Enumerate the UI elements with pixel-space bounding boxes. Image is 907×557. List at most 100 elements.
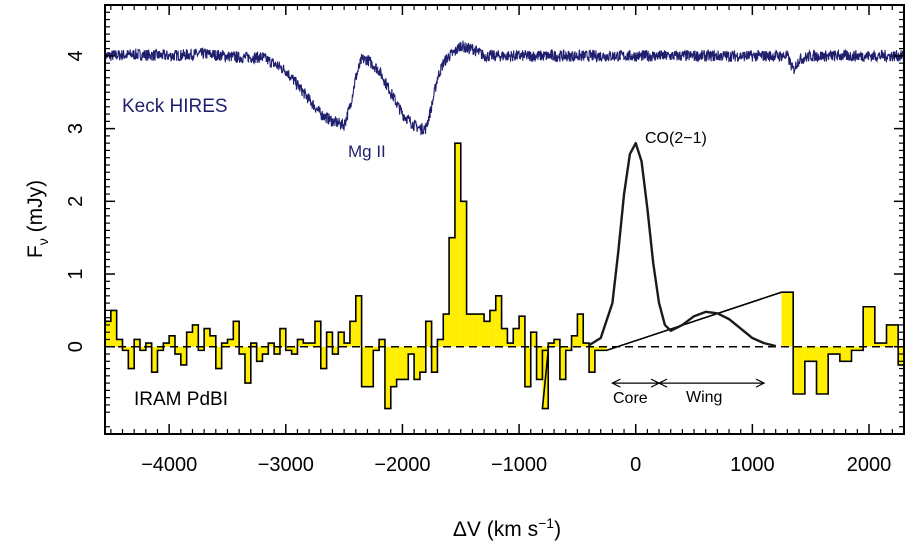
histogram-bar	[851, 346, 864, 351]
histogram-bar	[320, 346, 327, 369]
histogram-bar	[332, 346, 339, 355]
histogram-bar	[804, 346, 817, 362]
histogram-bar	[554, 339, 560, 347]
annotation-layer: Keck HIRES Mg II CO(2−1) IRAM PdBI Core …	[122, 96, 766, 410]
histogram-outline	[105, 142, 904, 410]
y-tick-label: 3	[65, 123, 87, 134]
core-arrow-head-left	[611, 378, 621, 388]
histogram-bar	[367, 346, 374, 387]
histogram-bar	[186, 332, 193, 347]
histogram-bar	[355, 295, 362, 347]
histogram-bar	[373, 346, 380, 351]
histogram-bar	[513, 328, 520, 347]
histogram-bar	[530, 332, 537, 347]
x-tick-label: 0	[630, 454, 641, 476]
axes-layer: −4000 −3000 −2000 −1000 0 1000 2000 0 1 2 3 4	[65, 4, 905, 476]
histogram-bar	[781, 292, 794, 347]
hires-spectrum	[104, 40, 905, 136]
histogram-bar	[309, 343, 315, 347]
histogram-bar	[244, 346, 251, 384]
histogram-bar	[443, 314, 450, 347]
x-axis-label-sup: −1	[538, 515, 554, 531]
histogram-bar	[536, 346, 543, 380]
x-tick-label: −4000	[141, 454, 197, 476]
histogram-bar	[314, 321, 321, 347]
histogram-bar	[297, 339, 304, 347]
histogram-bar	[565, 346, 572, 351]
histogram-bar	[239, 346, 245, 355]
y-axis-label-sub: ν	[35, 238, 51, 245]
keck-hires-label: Keck HIRES	[122, 96, 228, 117]
wing-arrow-head-right	[755, 378, 766, 388]
mgii-label: Mg II	[348, 142, 386, 161]
histogram-bar	[489, 310, 496, 347]
histogram-bar	[507, 343, 514, 347]
histogram-bar	[571, 335, 578, 347]
histogram-bar	[274, 346, 280, 355]
histogram-bar	[192, 324, 199, 347]
x-axis-label-end: )	[554, 518, 561, 541]
histogram-bar	[425, 321, 432, 347]
histogram-bar	[874, 343, 887, 347]
histogram-bar	[379, 339, 385, 347]
histogram-bar	[816, 346, 829, 395]
x-tick-label: −2000	[374, 454, 430, 476]
wing-label: Wing	[686, 389, 722, 406]
histogram-bar	[134, 339, 140, 347]
histogram-bar	[303, 343, 310, 347]
histogram-bar	[227, 339, 234, 347]
histogram-bar	[414, 346, 420, 380]
histogram-bar	[279, 328, 286, 347]
histogram-bar	[501, 328, 508, 347]
histogram-bar	[151, 346, 158, 373]
histogram-bar	[408, 346, 415, 355]
histogram-bar	[209, 335, 216, 347]
histogram-bar	[839, 346, 852, 362]
histogram-bar	[484, 321, 490, 347]
histogram-bar	[898, 346, 904, 365]
y-axis-label-main: F	[24, 245, 47, 258]
histogram-bar	[233, 321, 240, 347]
x-tick-label: −1000	[491, 454, 547, 476]
histogram-bar	[344, 343, 350, 347]
histogram-bar	[338, 332, 345, 347]
histogram-bar	[519, 316, 525, 347]
histogram-bar	[221, 343, 228, 347]
y-axis-label: Fν (mJy)	[24, 180, 51, 258]
histogram-bar	[285, 346, 292, 351]
histogram-bar	[589, 346, 595, 373]
histogram-bar	[402, 346, 409, 380]
histogram-bar	[431, 346, 438, 373]
y-tick-label: 4	[65, 50, 87, 61]
histogram-bar	[349, 321, 356, 347]
y-tick-label: 0	[65, 341, 87, 352]
x-axis-label-main: ΔV (km s	[453, 518, 538, 541]
histogram-bar	[472, 314, 479, 347]
histogram-bar	[116, 339, 123, 347]
wing-arrow-head-left	[657, 378, 668, 388]
histogram-bar	[122, 346, 129, 351]
histogram-bar	[548, 343, 555, 347]
histogram-bar	[291, 346, 298, 355]
histogram-bar	[460, 201, 467, 347]
x-tick-label: −3000	[258, 454, 314, 476]
histogram-bar	[163, 343, 170, 347]
hires-layer	[104, 40, 905, 136]
y-tick-label: 1	[65, 268, 87, 279]
y-axis-label-end: (mJy)	[24, 180, 47, 238]
plot-frame	[104, 4, 905, 435]
histogram-bar	[139, 346, 146, 351]
histogram-bar	[105, 321, 111, 347]
histogram-bar	[583, 343, 590, 347]
histogram-bar	[419, 346, 426, 373]
histogram-bar	[495, 295, 502, 347]
histogram-bar	[326, 332, 333, 347]
histogram-bar	[128, 346, 135, 369]
histogram-bar	[174, 346, 181, 355]
histogram-bar	[256, 346, 263, 362]
fit-layer	[588, 141, 776, 348]
co-label: CO(2−1)	[645, 130, 707, 147]
x-tick-label: 1000	[730, 454, 775, 476]
